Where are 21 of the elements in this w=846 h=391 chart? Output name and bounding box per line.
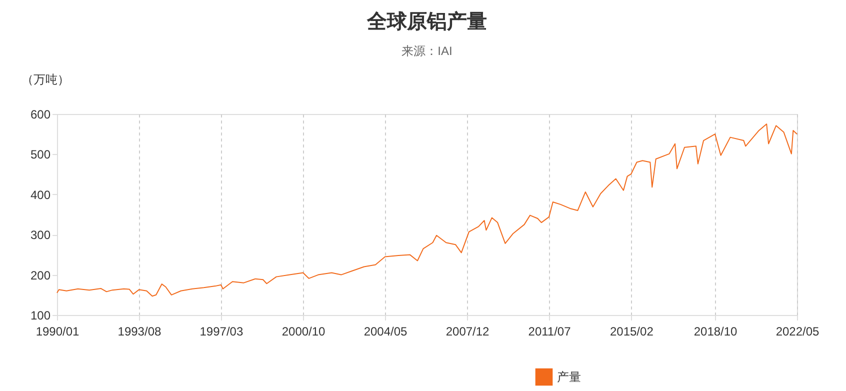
x-tick-label: 2004/05 xyxy=(364,324,408,338)
x-tick-label: 2007/12 xyxy=(446,324,490,338)
y-tick-label: 500 xyxy=(30,148,51,162)
x-tick-label: 1990/01 xyxy=(36,324,80,338)
chart-subtitle: 来源：IAI xyxy=(402,44,452,58)
x-tick-label: 2011/07 xyxy=(528,324,572,338)
y-tick-label: 400 xyxy=(30,188,51,202)
y-tick-label: 600 xyxy=(30,108,51,122)
x-tick-label: 2022/05 xyxy=(776,324,820,338)
y-tick-label: 300 xyxy=(30,228,51,242)
y-axis-title: （万吨） xyxy=(22,72,70,86)
chart-title: 全球原铝产量 xyxy=(366,10,487,33)
line-series xyxy=(56,124,798,297)
x-tick-label: 2015/02 xyxy=(610,324,654,338)
x-tick-label: 2000/10 xyxy=(282,324,326,338)
x-tick-label: 1993/08 xyxy=(118,324,162,338)
legend-label: 产量 xyxy=(557,370,581,384)
x-tick-label: 2018/10 xyxy=(694,324,738,338)
y-tick-label: 200 xyxy=(30,268,51,282)
y-tick-label: 100 xyxy=(30,308,51,322)
x-tick-label: 1997/03 xyxy=(200,324,244,338)
